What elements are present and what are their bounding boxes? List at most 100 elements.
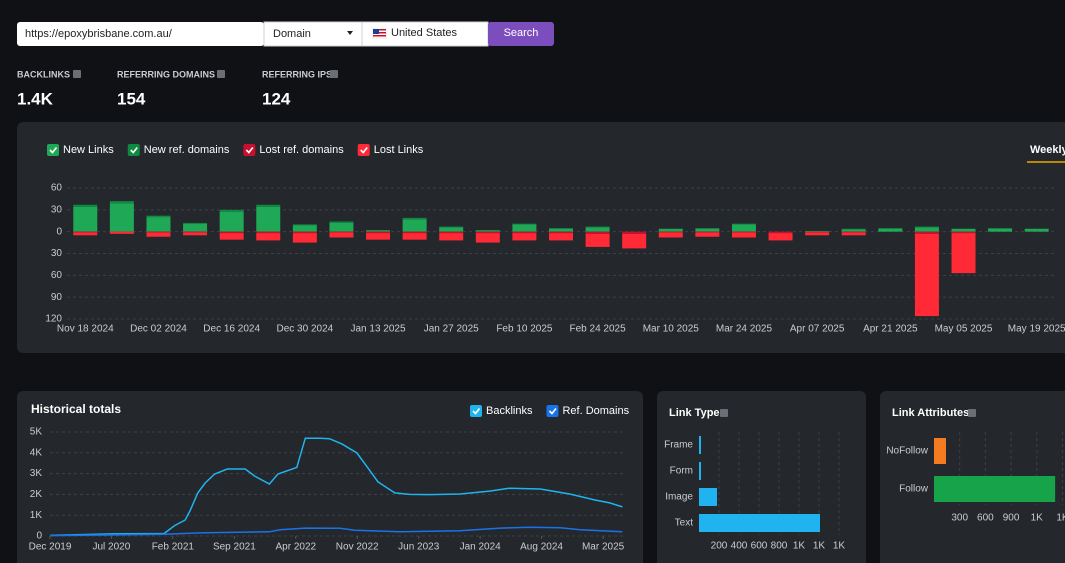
x-tick-label: Nov 2022 [336, 542, 379, 553]
bar [695, 228, 720, 229]
legend-label: Lost Links [374, 144, 424, 156]
bar [914, 227, 939, 232]
bar [512, 231, 537, 234]
bar [219, 212, 244, 232]
bar [292, 233, 317, 243]
card [17, 391, 643, 563]
bar [731, 231, 756, 233]
card-title: Link Type [669, 407, 720, 419]
bar [914, 226, 939, 228]
search-button[interactable] [488, 22, 554, 46]
stat-label: BACKLINKS [17, 69, 70, 79]
bar [109, 203, 134, 232]
flag [372, 28, 387, 39]
legend-checkbox[interactable] [47, 144, 59, 156]
y-tick-label: 30 [51, 248, 63, 259]
card [17, 122, 1065, 353]
x-tick-label: Jan 27 2025 [424, 324, 479, 335]
x-tick-label: 900 [1003, 513, 1020, 524]
help-icon[interactable] [968, 409, 976, 417]
mode-select[interactable] [263, 21, 363, 47]
bar [219, 209, 244, 213]
y-tick-label: 30 [51, 204, 63, 215]
bar [109, 201, 134, 204]
bar [146, 232, 171, 237]
bar [73, 231, 98, 233]
legend-label: Ref. Domains [562, 405, 629, 417]
y-tick-label: NoFollow [886, 446, 928, 457]
bar [585, 227, 610, 232]
bar [695, 231, 720, 233]
help-icon[interactable] [73, 70, 81, 78]
bar [768, 231, 793, 234]
bar [658, 228, 683, 232]
help-icon[interactable] [217, 70, 225, 78]
tab[interactable]: Weekly [1030, 144, 1065, 156]
legend-check [245, 147, 254, 154]
bar [402, 217, 427, 220]
legend-label: Lost ref. domains [259, 144, 344, 156]
bar [146, 231, 171, 233]
bar [475, 230, 500, 232]
x-tick-label: 1K [1031, 513, 1044, 524]
bar [914, 231, 939, 234]
legend-label: New ref. domains [144, 144, 230, 156]
x-tick-label: Dec 16 2024 [203, 324, 260, 335]
stat-value: 154 [117, 89, 146, 108]
country-text: United States [391, 27, 458, 39]
bar [549, 233, 573, 241]
bar [183, 222, 208, 224]
x-tick-label: Feb 10 2025 [496, 324, 553, 335]
url-input[interactable] [17, 22, 264, 46]
y-tick-label: 90 [51, 292, 63, 303]
y-tick-label: 4K [30, 447, 43, 458]
legend-checkbox[interactable] [357, 144, 370, 156]
bar [878, 228, 903, 229]
legend-checkbox[interactable] [243, 144, 256, 156]
bar [512, 233, 537, 241]
y-tick-label: 5K [30, 427, 43, 438]
bar [73, 206, 98, 232]
stat-value: 1.4K [17, 89, 54, 108]
bar [988, 228, 1013, 229]
bar [329, 222, 354, 232]
bar [695, 232, 720, 237]
help-icon[interactable] [330, 70, 338, 78]
x-tick-label: 1K [833, 541, 846, 552]
x-tick-label: 1K [813, 541, 826, 552]
stat-label: REFERRING DOMAINS [117, 69, 215, 79]
caret [347, 31, 353, 35]
bar [329, 232, 354, 238]
bar [292, 225, 317, 232]
bar [73, 204, 98, 207]
x-tick-label: May 19 2025 [1008, 324, 1065, 335]
x-tick-label: 800 [771, 541, 788, 552]
bar [951, 231, 976, 234]
bar [219, 231, 244, 234]
legend-checkbox[interactable] [127, 144, 140, 156]
bar [768, 233, 793, 241]
bar [109, 231, 134, 234]
bar [841, 231, 866, 233]
legend-checkbox[interactable] [470, 405, 482, 417]
y-tick-label: Frame [664, 440, 693, 451]
legend-check [49, 147, 58, 154]
bar [183, 231, 208, 233]
bar [841, 228, 866, 230]
mode-text: Domain [273, 28, 311, 40]
x-tick-label: Mar 2025 [582, 542, 625, 553]
help-icon[interactable] [720, 409, 728, 417]
bar [183, 232, 208, 236]
x-tick-label: Dec 02 2024 [130, 324, 187, 335]
bar [549, 228, 573, 229]
bar [256, 233, 281, 241]
x-tick-label: Mar 10 2025 [643, 324, 700, 335]
legend-checkbox[interactable] [546, 405, 559, 417]
bar [988, 228, 1013, 232]
x-tick-label: Dec 2019 [29, 542, 72, 553]
legend-label: New Links [63, 144, 114, 156]
bar [914, 233, 939, 317]
bar [366, 230, 391, 232]
